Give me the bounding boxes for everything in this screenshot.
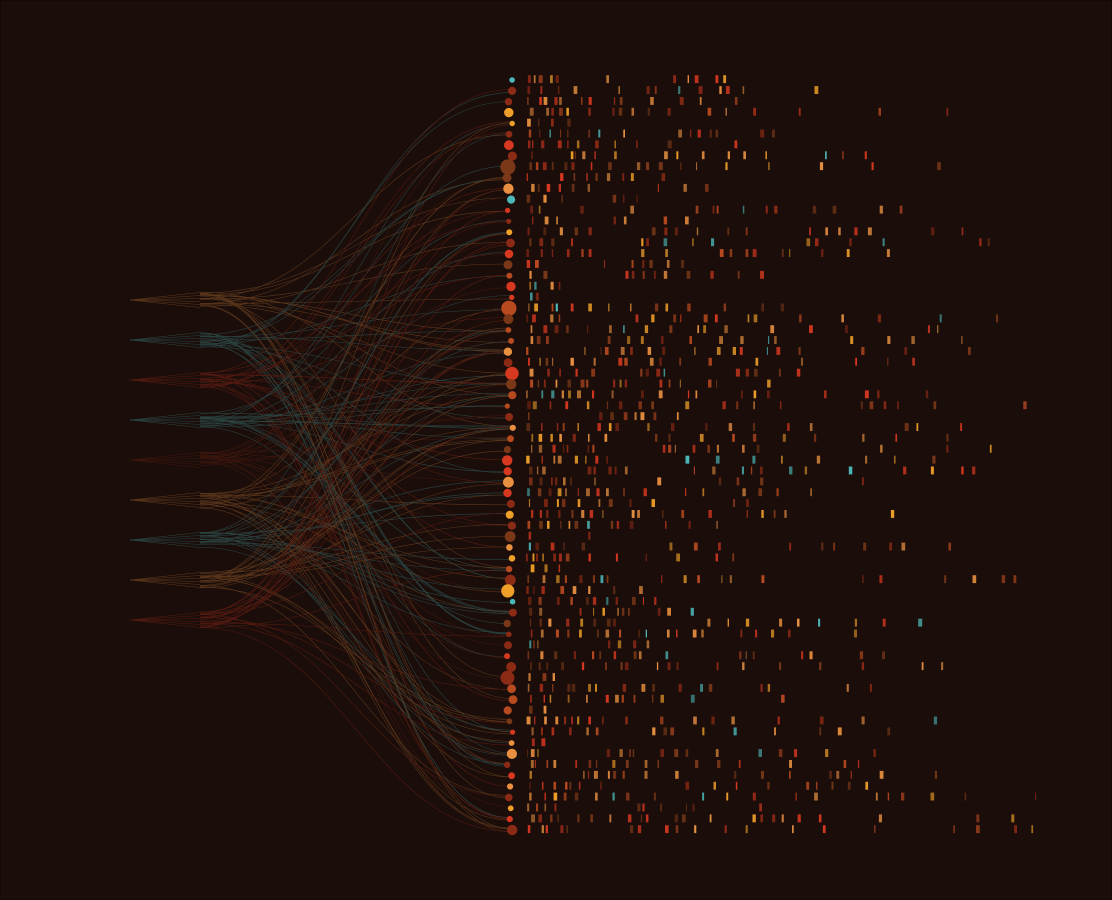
node [508,522,516,530]
node [506,273,512,279]
node [505,413,513,421]
node [507,196,515,204]
node [502,455,512,465]
node [506,632,512,638]
node [504,620,511,627]
node [504,358,513,367]
node [504,641,512,649]
node [509,295,514,300]
node [505,367,518,380]
node [504,653,510,659]
node [504,348,512,356]
node [505,794,513,802]
node [508,152,517,161]
node [507,825,517,835]
node [505,98,512,105]
strands [130,89,513,832]
node [507,749,517,759]
node [509,609,517,617]
node [503,173,512,182]
node [505,531,516,542]
node [509,555,516,562]
node [503,314,513,324]
node [506,219,511,224]
node [506,544,513,551]
node [505,208,510,213]
node [504,467,512,475]
node [503,184,513,194]
node [510,425,516,431]
node [506,282,515,291]
node [504,706,512,714]
node [506,662,516,672]
node [504,108,513,117]
node [503,489,511,497]
flow-visualization [0,0,1112,900]
node [506,131,513,138]
node [506,566,512,572]
node [501,584,514,597]
node [506,327,512,333]
node [508,338,514,344]
node [509,77,515,83]
barcode-tracks [526,75,1036,833]
node [509,695,518,704]
node [507,500,515,508]
node [503,477,514,488]
node [507,816,513,822]
node [507,684,516,693]
node [510,599,516,605]
node [506,511,514,519]
node [505,250,514,259]
node [508,391,516,399]
node [507,435,514,442]
node [504,762,510,768]
node [505,404,510,409]
node [506,229,512,235]
node [506,239,515,248]
node [501,301,516,316]
node [508,805,514,811]
node [508,87,516,95]
node [506,379,516,389]
node [510,730,515,735]
node [504,260,513,269]
node [500,159,515,174]
node [504,446,511,453]
node [505,575,516,586]
node [501,671,515,685]
node [508,772,515,779]
node [510,121,515,126]
node [507,718,513,724]
node [509,740,515,746]
node [504,140,514,150]
node [507,783,513,789]
